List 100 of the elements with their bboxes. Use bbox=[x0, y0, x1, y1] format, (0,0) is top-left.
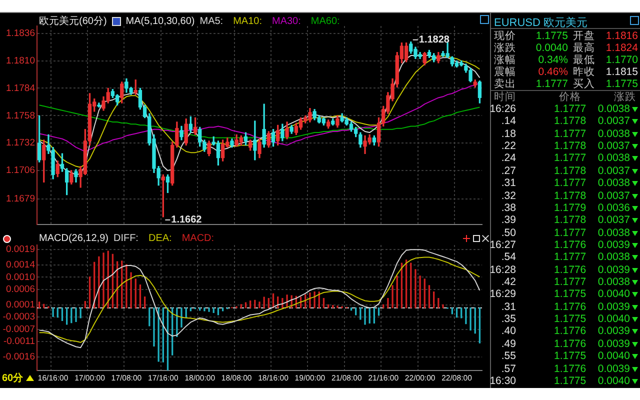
text: 16:30 bbox=[490, 374, 516, 387]
text: 1.1777 bbox=[554, 276, 586, 288]
text: 涨幅 bbox=[494, 54, 516, 66]
text: 16:27 bbox=[490, 238, 516, 251]
y-tick-label: 1.1679 bbox=[6, 194, 35, 205]
y-tick-label: -0.0007 bbox=[2, 324, 35, 335]
text: 0.0039 bbox=[598, 264, 630, 276]
text: 0.0039 bbox=[598, 338, 630, 350]
text: 0.0037 bbox=[598, 214, 630, 226]
text: 60分 bbox=[2, 372, 24, 385]
text: .31 bbox=[501, 300, 516, 313]
y-tick-label: 1.1810 bbox=[6, 55, 35, 66]
text: 涨跌 bbox=[614, 91, 636, 103]
text: 1.1778 bbox=[554, 190, 586, 202]
text: .49 bbox=[501, 338, 516, 350]
text: 1.1777 bbox=[536, 78, 568, 90]
text: 1.1777 bbox=[554, 152, 586, 164]
text: 1.1776 bbox=[554, 338, 586, 350]
text: 0.0038 bbox=[598, 103, 630, 115]
text: 0.0037 bbox=[598, 115, 630, 128]
y-tick-label: 1.1758 bbox=[6, 110, 35, 122]
text: 0.0040 bbox=[536, 42, 568, 54]
text: 16:28 bbox=[490, 264, 516, 276]
text: 1.1775 bbox=[554, 288, 586, 300]
text: 0.0040 bbox=[598, 288, 630, 300]
text: 1.1775 bbox=[554, 350, 586, 362]
text: 1.1776 bbox=[554, 300, 586, 313]
text: 16:26 bbox=[490, 103, 516, 115]
text: 1.1777 bbox=[554, 128, 586, 140]
text: 1.1777 bbox=[554, 251, 586, 264]
text: 1.1779 bbox=[554, 202, 586, 214]
text: .14 bbox=[501, 115, 516, 128]
text: 1.1776 bbox=[554, 325, 586, 338]
text: .39 bbox=[501, 214, 516, 226]
text: 0.0038 bbox=[598, 128, 630, 140]
text: 1.1775 bbox=[554, 313, 586, 326]
text: 最低 bbox=[573, 54, 595, 66]
text: 震幅 bbox=[494, 66, 516, 78]
text: 1.1815 bbox=[606, 66, 638, 78]
y-tick-label: 1.1784 bbox=[6, 82, 35, 94]
text: 1.1824 bbox=[606, 42, 638, 54]
text: 0.0039 bbox=[598, 362, 630, 375]
text: 1.1777 bbox=[554, 226, 586, 239]
text: 时间 bbox=[494, 91, 516, 103]
text: 0.0038 bbox=[598, 152, 630, 164]
text: 1.1775 bbox=[606, 78, 638, 90]
text: .54 bbox=[501, 251, 516, 264]
text: 1.1775 bbox=[536, 30, 568, 42]
chart-title: 欧元美元(60分) bbox=[39, 14, 107, 28]
y-tick-label: 0.0019 bbox=[6, 244, 35, 256]
y-tick-label: 1.1732 bbox=[6, 138, 35, 149]
text: .22 bbox=[501, 140, 516, 152]
y-tick-label: 0.0014 bbox=[6, 260, 35, 271]
text: .55 bbox=[501, 350, 516, 362]
text: 1.1778 bbox=[554, 140, 586, 152]
text: 开盘 bbox=[573, 30, 595, 42]
text: 0.0040 bbox=[598, 374, 630, 387]
y-tick-label: 1.1836 bbox=[6, 28, 35, 40]
text: 1.1776 bbox=[554, 264, 586, 276]
text: 0.0038 bbox=[598, 226, 630, 239]
text: .38 bbox=[501, 202, 516, 214]
text: 价格 bbox=[559, 91, 581, 103]
annotation: 1.1662 bbox=[171, 214, 202, 226]
text: 1.1777 bbox=[554, 103, 586, 115]
text: 0.0038 bbox=[598, 251, 630, 264]
annotation: 1.1828 bbox=[418, 34, 450, 46]
text: 0.0037 bbox=[598, 140, 630, 152]
text: 1.1778 bbox=[554, 164, 586, 177]
text: MA60: bbox=[310, 16, 340, 26]
text: 0.0037 bbox=[598, 164, 630, 177]
text: 0.0039 bbox=[598, 325, 630, 338]
text: 昨收 bbox=[573, 66, 595, 78]
text: 0.0039 bbox=[598, 300, 630, 313]
text: 0.0040 bbox=[598, 350, 630, 362]
text: .50 bbox=[501, 226, 516, 239]
text: 现价 bbox=[494, 30, 516, 42]
text: .32 bbox=[501, 190, 516, 202]
text: DEA: bbox=[148, 233, 172, 244]
y-tick-label: 1.1706 bbox=[6, 165, 35, 176]
text: .18 bbox=[501, 128, 516, 140]
y-tick-label: -0.0016 bbox=[2, 351, 35, 362]
text: 最高 bbox=[573, 42, 595, 54]
text: 1.1777 bbox=[554, 177, 586, 190]
text: 1.1778 bbox=[554, 214, 586, 226]
text: 卖出 bbox=[494, 78, 516, 90]
text: .57 bbox=[501, 362, 516, 375]
text: MA30: bbox=[272, 16, 301, 26]
text: 买入 bbox=[573, 78, 595, 90]
text: 1.1778 bbox=[554, 115, 586, 128]
text: 1.1776 bbox=[554, 362, 586, 375]
text: 0.34% bbox=[538, 54, 568, 66]
text: 涨跌 bbox=[494, 42, 516, 54]
text: 1.1775 bbox=[554, 374, 586, 387]
text: MACD: bbox=[182, 233, 214, 244]
text: MA10: bbox=[233, 16, 262, 26]
text: 0.46% bbox=[538, 66, 568, 78]
text: 0.0038 bbox=[598, 177, 630, 190]
text: .24 bbox=[501, 152, 516, 164]
text: .35 bbox=[501, 313, 516, 326]
text: 1.1816 bbox=[606, 30, 638, 42]
